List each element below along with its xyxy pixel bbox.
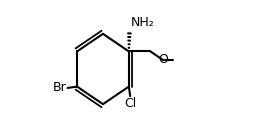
Text: Cl: Cl <box>125 97 137 110</box>
Text: NH₂: NH₂ <box>131 16 155 29</box>
Text: O: O <box>159 53 168 66</box>
Text: Br: Br <box>53 81 66 94</box>
